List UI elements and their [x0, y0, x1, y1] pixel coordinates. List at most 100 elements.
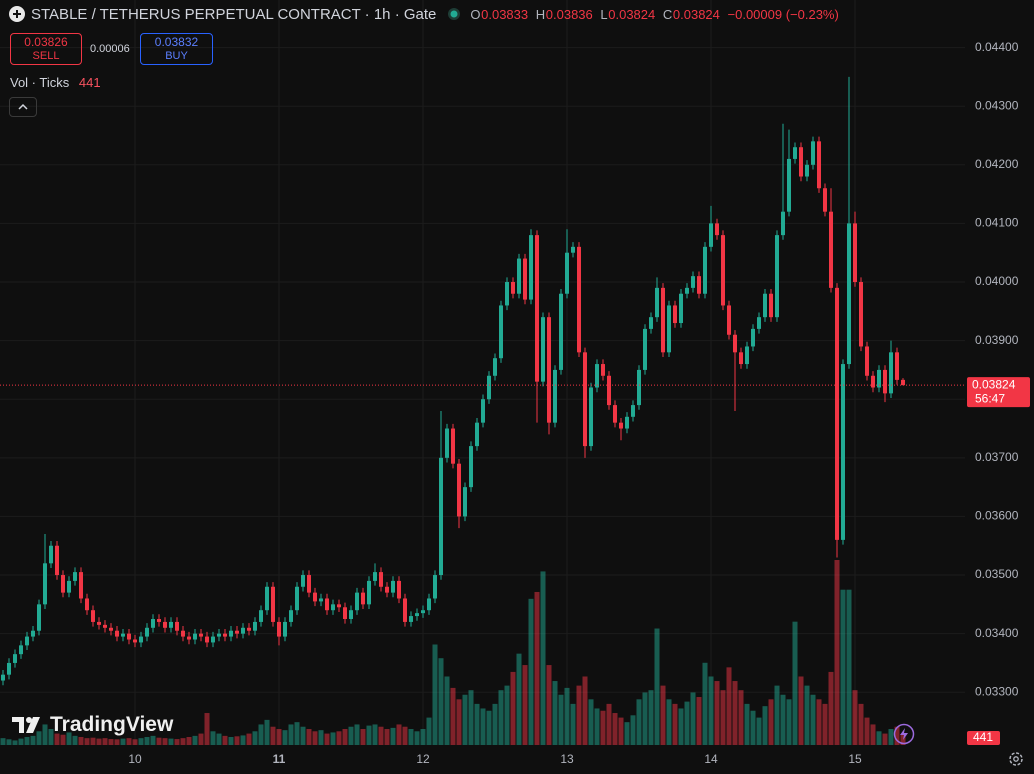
volume-bar [168, 738, 174, 745]
volume-bar [36, 731, 42, 745]
candle-body [373, 572, 377, 581]
candle-body [625, 416, 629, 429]
volume-bar [498, 690, 504, 745]
volume-bar [798, 676, 804, 745]
candle-body [217, 633, 221, 637]
candle-body [493, 358, 497, 376]
candle-body [55, 545, 59, 576]
buy-button[interactable]: 0.03832 BUY [140, 33, 213, 65]
volume-bar [756, 717, 762, 745]
y-tick-label: 0.03600 [975, 509, 1019, 523]
alert-icon[interactable] [893, 723, 915, 745]
volume-bar [312, 731, 318, 745]
candle-body [37, 604, 41, 631]
sell-label: SELL [32, 50, 60, 62]
candle-body [337, 604, 341, 608]
volume-bar [402, 726, 408, 745]
candle-body [361, 592, 365, 605]
y-tick-label: 0.04000 [975, 274, 1019, 288]
candle-body [703, 246, 707, 294]
candle-body [409, 616, 413, 622]
volume-bar [810, 694, 816, 745]
candle-body [769, 293, 773, 318]
candle-body [667, 305, 671, 353]
volume-bar [150, 735, 156, 745]
candle-body [19, 645, 23, 655]
candle-body [289, 610, 293, 622]
volume-bar [438, 658, 444, 745]
volume-bar [324, 733, 330, 745]
candle-body [877, 369, 881, 388]
volume-bar [600, 710, 606, 745]
candle-body [733, 334, 737, 353]
candle-body [457, 463, 461, 517]
volume-bar [162, 738, 168, 745]
volume-bar [114, 739, 120, 745]
volume-bar [18, 738, 24, 745]
volume-bar [774, 685, 780, 745]
volume-bar [336, 731, 342, 745]
volume-bar [780, 694, 786, 745]
volume-legend-value: 441 [78, 75, 101, 90]
candle-body [43, 563, 47, 605]
volume-bar [246, 733, 252, 745]
candle-body [739, 352, 743, 365]
volume-bar [516, 653, 522, 745]
candle-body [253, 621, 257, 631]
x-tick-label: 13 [560, 752, 574, 766]
volume-bar [588, 699, 594, 745]
volume-bar [390, 727, 396, 745]
volume-bar [276, 729, 282, 745]
candle-body [199, 633, 203, 637]
volume-bar [876, 731, 882, 745]
candle-body [523, 258, 527, 300]
ohlc-value: 0.03824 [608, 6, 656, 22]
candle-body [385, 586, 389, 593]
x-tick-label: 12 [416, 752, 430, 766]
ohlc-value: 0.03824 [672, 6, 720, 22]
volume-bar [174, 739, 180, 745]
candle-body [169, 621, 173, 628]
candle-body [901, 379, 905, 386]
candle-body [439, 457, 443, 576]
y-tick-label: 0.04400 [975, 40, 1019, 54]
volume-bar [102, 738, 108, 745]
candle-body [517, 258, 521, 294]
volume-bar [480, 708, 486, 745]
volume-bar [642, 692, 648, 745]
candle-body [193, 633, 197, 640]
volume-bar [888, 729, 894, 745]
candle-body [547, 317, 551, 423]
candle-body [685, 287, 689, 294]
candle-body [661, 287, 665, 353]
candle-body [265, 586, 269, 611]
candle-body [697, 276, 701, 294]
sell-button[interactable]: 0.03826 SELL [10, 33, 82, 65]
candle-body [127, 633, 131, 640]
candle-body [565, 252, 569, 294]
volume-bar [96, 738, 102, 745]
candle-body [133, 639, 137, 643]
volume-bar [636, 699, 642, 745]
candle-body [475, 422, 479, 447]
volume-bar [30, 735, 36, 745]
candle-body [745, 346, 749, 365]
volume-bar [474, 703, 480, 745]
volume-bar [504, 685, 510, 745]
candle-body [259, 610, 263, 622]
collapse-button[interactable] [9, 97, 37, 117]
candle-body [853, 223, 857, 283]
candle-body [73, 572, 77, 581]
y-tick-label: 0.04100 [975, 216, 1019, 230]
candle-body [229, 630, 233, 637]
volume-bar [684, 701, 690, 745]
settings-icon[interactable] [1007, 750, 1025, 768]
volume-bar [486, 710, 492, 745]
ohlc-label: C [662, 6, 673, 22]
candle-body [601, 364, 605, 376]
candle-body [445, 428, 449, 458]
candle-body [283, 621, 287, 637]
volume-bar [204, 713, 210, 745]
candle-body [235, 630, 239, 634]
